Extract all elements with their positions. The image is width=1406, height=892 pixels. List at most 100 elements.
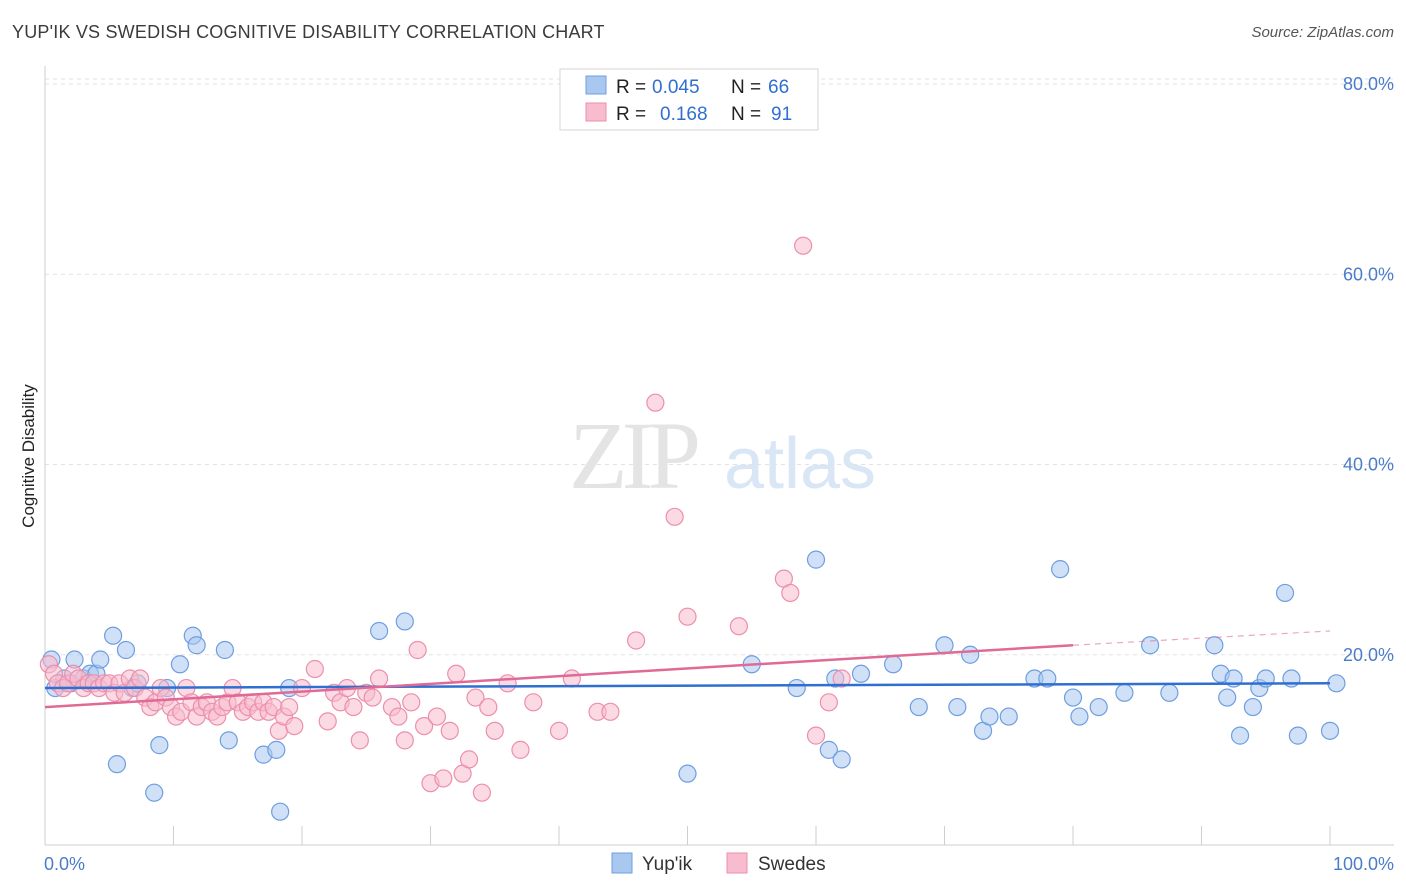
swedes-point-65 xyxy=(414,716,434,736)
yupik-point-11 xyxy=(116,640,136,660)
swedes-point-70 xyxy=(447,664,466,683)
source-label: Source: ZipAtlas.com xyxy=(1251,24,1394,41)
swedes-point-86 xyxy=(665,507,684,526)
swedes-point-18 xyxy=(130,669,150,688)
bottom-legend-label-yupik: Yup'ik xyxy=(642,854,693,875)
yupik-point-47 xyxy=(1063,688,1083,707)
y-axis-label: Cognitive Disability xyxy=(19,384,38,528)
swedes-point-47 xyxy=(280,697,299,717)
yupik-point-42 xyxy=(980,707,999,726)
swedes-point-79 xyxy=(524,693,543,712)
swedes-point-87 xyxy=(678,607,697,626)
yupik-point-45 xyxy=(1038,669,1057,688)
yupik-point-24 xyxy=(271,802,290,821)
yupik-point-49 xyxy=(1089,697,1108,717)
swedes-point-48 xyxy=(285,716,304,736)
yupik-point-27 xyxy=(395,612,414,631)
legend-n-value-yupik: 66 xyxy=(768,77,789,98)
yupik-point-64 xyxy=(1320,721,1340,740)
watermark-zip: ZIP xyxy=(569,402,698,509)
swedes-point-58 xyxy=(363,688,382,707)
swedes-point-74 xyxy=(472,783,491,802)
yupik-point-8 xyxy=(91,650,110,669)
bottom-legend-swatch-swedes xyxy=(726,852,748,874)
swedes-point-92 xyxy=(806,726,826,745)
swedes-point-77 xyxy=(498,674,517,693)
swedes-point-64 xyxy=(408,640,427,660)
y-tick-label-1: 40.0% xyxy=(1343,455,1394,475)
legend: R = 0.045 N = 66 R = 0.168 N = 91 xyxy=(559,68,819,131)
yupik-point-32 xyxy=(819,740,838,759)
yupik-point-51 xyxy=(1140,636,1160,655)
yupik-point-31 xyxy=(806,550,826,569)
bottom-legend: Yup'ik Swedes xyxy=(611,852,826,875)
yupik-point-26 xyxy=(370,621,389,641)
swedes-point-85 xyxy=(646,393,665,412)
yupik-point-53 xyxy=(1205,636,1224,655)
y-tick-label-2: 60.0% xyxy=(1343,264,1394,284)
swedes-point-56 xyxy=(350,731,369,750)
legend-r-value-yupik: 0.045 xyxy=(652,77,700,98)
yupik-point-10 xyxy=(107,755,127,774)
yupik-point-58 xyxy=(1243,697,1263,717)
chart-title: YUP'IK VS SWEDISH COGNITIVE DISABILITY C… xyxy=(12,22,605,42)
yupik-point-38 xyxy=(935,636,954,655)
swedes-point-68 xyxy=(434,769,453,788)
swedes-point-75 xyxy=(479,697,498,717)
yupik-point-23 xyxy=(267,740,286,759)
yupik-point-21 xyxy=(219,731,238,750)
yupik-point-35 xyxy=(851,664,871,683)
swedes-point-72 xyxy=(459,750,479,769)
yupik-point-46 xyxy=(1051,560,1070,579)
swedes-point-69 xyxy=(440,721,459,740)
legend-r-value-swedes: 0.168 xyxy=(660,104,708,125)
swedes-point-83 xyxy=(601,702,620,721)
yupik-point-14 xyxy=(145,783,164,802)
x-tick-label-max: 100.0% xyxy=(1333,854,1394,874)
swedes-point-50 xyxy=(305,659,324,679)
swedes-point-81 xyxy=(562,669,581,688)
grid-lines xyxy=(45,78,1394,656)
yupik-point-20 xyxy=(215,640,234,660)
yupik-point-52 xyxy=(1160,683,1179,702)
swedes-point-78 xyxy=(511,740,530,759)
yupik-point-39 xyxy=(948,697,967,717)
y-tick-label-0: 20.0% xyxy=(1343,645,1394,665)
swedes-point-73 xyxy=(466,688,485,707)
legend-swatch-yupik xyxy=(585,75,607,95)
swedes-point-84 xyxy=(626,631,646,650)
swedes-point-62 xyxy=(395,731,414,750)
swedes-point-61 xyxy=(389,707,408,726)
yupik-point-57 xyxy=(1230,726,1250,745)
legend-r-label-yupik: R = xyxy=(616,77,646,98)
y-tick-label-3: 80.0% xyxy=(1343,74,1394,94)
swedes-point-63 xyxy=(402,693,421,712)
trend-lines xyxy=(44,630,1331,709)
swedes-point-91 xyxy=(794,236,813,255)
swedes-point-55 xyxy=(344,697,363,717)
yupik-point-50 xyxy=(1115,683,1134,702)
bottom-legend-swatch-yupik xyxy=(611,852,633,874)
swedes-point-93 xyxy=(819,693,838,712)
y-tick-labels: 20.0% 40.0% 60.0% 80.0% xyxy=(1343,74,1394,665)
yupik-point-30 xyxy=(787,678,806,698)
legend-r-label-swedes: R = xyxy=(616,104,646,125)
legend-n-label-swedes: N = xyxy=(731,104,761,125)
axes xyxy=(44,66,1394,846)
yupik-point-55 xyxy=(1218,688,1237,707)
yupik-point-19 xyxy=(187,636,206,655)
swedes-point-59 xyxy=(370,669,389,688)
yupik-point-40 xyxy=(961,645,980,664)
yupik-point-36 xyxy=(883,655,903,674)
legend-n-value-swedes: 91 xyxy=(771,104,792,125)
yupik-point-37 xyxy=(909,697,928,717)
yupik-trend-line xyxy=(44,682,1331,690)
yupik-point-63 xyxy=(1288,726,1307,745)
yupik-point-34 xyxy=(832,750,851,769)
legend-n-label-yupik: N = xyxy=(731,77,761,98)
swedes-point-67 xyxy=(427,707,447,726)
yupik-point-15 xyxy=(150,736,169,755)
yupik-point-61 xyxy=(1275,583,1295,603)
yupik-point-43 xyxy=(999,707,1018,726)
yupik-point-17 xyxy=(170,655,190,674)
